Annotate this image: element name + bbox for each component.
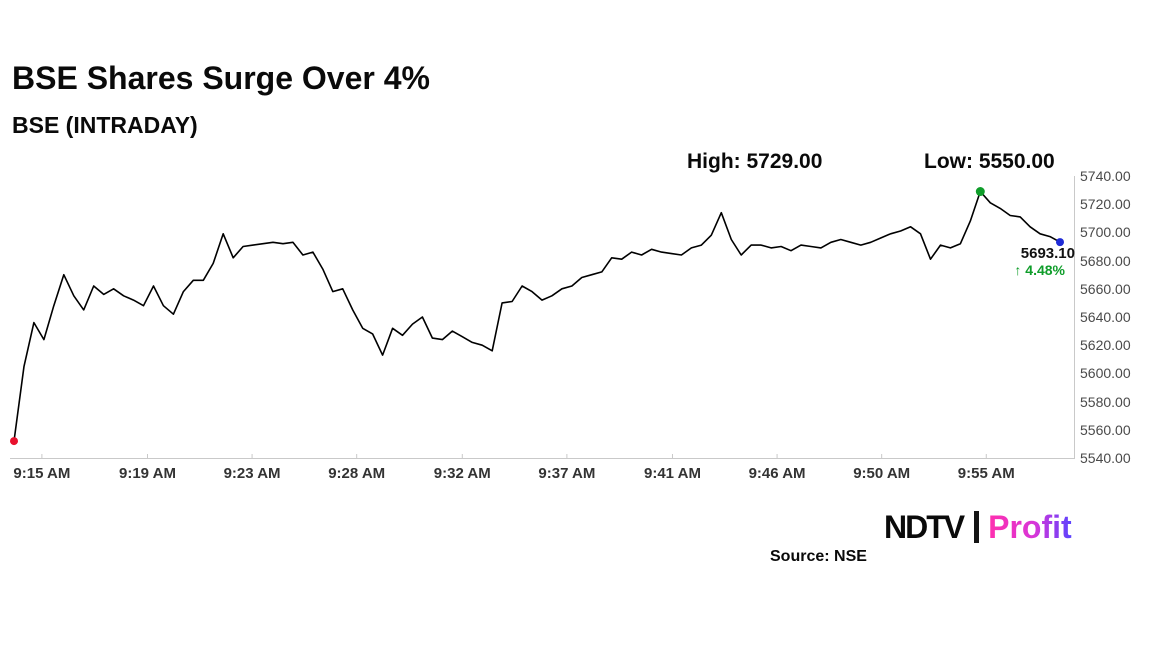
x-axis: 9:15 AM 9:19 AM 9:23 AM 9:28 AM 9:32 AM 9:37 … bbox=[10, 465, 1075, 487]
y-axis-label: 5560.00 bbox=[1080, 421, 1131, 438]
source-label: Source: NSE bbox=[770, 548, 867, 565]
x-axis-label: 9:37 AM bbox=[538, 465, 596, 482]
y-axis-label: 5740.00 bbox=[1080, 168, 1131, 184]
y-axis-label: 5720.00 bbox=[1080, 196, 1131, 213]
high-dot bbox=[975, 187, 985, 197]
x-axis-label: 9:32 AM bbox=[433, 465, 491, 482]
y-axis: 5740.00 5720.00 5700.00 5680.00 5660.00 5640.… bbox=[1080, 168, 1150, 466]
low-start-dot bbox=[10, 437, 18, 446]
x-axis-label: 9:19 AM bbox=[119, 465, 176, 482]
y-axis-label: 5700.00 bbox=[1080, 224, 1131, 241]
chart-subtitle: BSE (INTRADAY) bbox=[12, 112, 198, 138]
y-axis-label: 5660.00 bbox=[1080, 280, 1131, 297]
change-percent-label: ↑ 4.48% bbox=[1014, 262, 1065, 278]
x-axis-label: 9:28 AM bbox=[328, 465, 386, 482]
low-annotation: Low: 5550.00 bbox=[924, 150, 1055, 173]
y-axis-label: 5640.00 bbox=[1080, 309, 1131, 325]
x-axis-label: 9:50 AM bbox=[853, 465, 911, 482]
plot-area bbox=[10, 176, 1075, 459]
x-axis-label: 9:15 AM bbox=[13, 465, 71, 482]
x-axis-label: 9:23 AM bbox=[223, 465, 281, 482]
y-axis-label: 5540.00 bbox=[1080, 450, 1131, 466]
logo-divider bbox=[974, 511, 980, 543]
price-line bbox=[13, 190, 1061, 442]
last-price-label: 5693.10 bbox=[1020, 245, 1075, 262]
ndtv-logo-text: NDTV bbox=[884, 508, 965, 545]
y-axis-label: 5600.00 bbox=[1080, 365, 1131, 382]
x-axis-label: 9:41 AM bbox=[643, 465, 701, 482]
ndtv-profit-logo: NDTV Profit bbox=[884, 508, 1072, 546]
x-axis-label: 9:55 AM bbox=[957, 465, 1015, 482]
x-axis-label: 9:46 AM bbox=[748, 465, 806, 482]
high-annotation: High: 5729.00 bbox=[687, 150, 823, 173]
page-title: BSE Shares Surge Over 4% bbox=[12, 60, 430, 96]
y-axis-label: 5680.00 bbox=[1080, 252, 1131, 269]
last-price-dot bbox=[1056, 238, 1064, 247]
y-axis-label: 5580.00 bbox=[1080, 393, 1131, 410]
y-axis-label: 5620.00 bbox=[1080, 337, 1131, 354]
profit-logo-text: Profit bbox=[988, 508, 1072, 545]
price-line-chart bbox=[10, 176, 1075, 459]
